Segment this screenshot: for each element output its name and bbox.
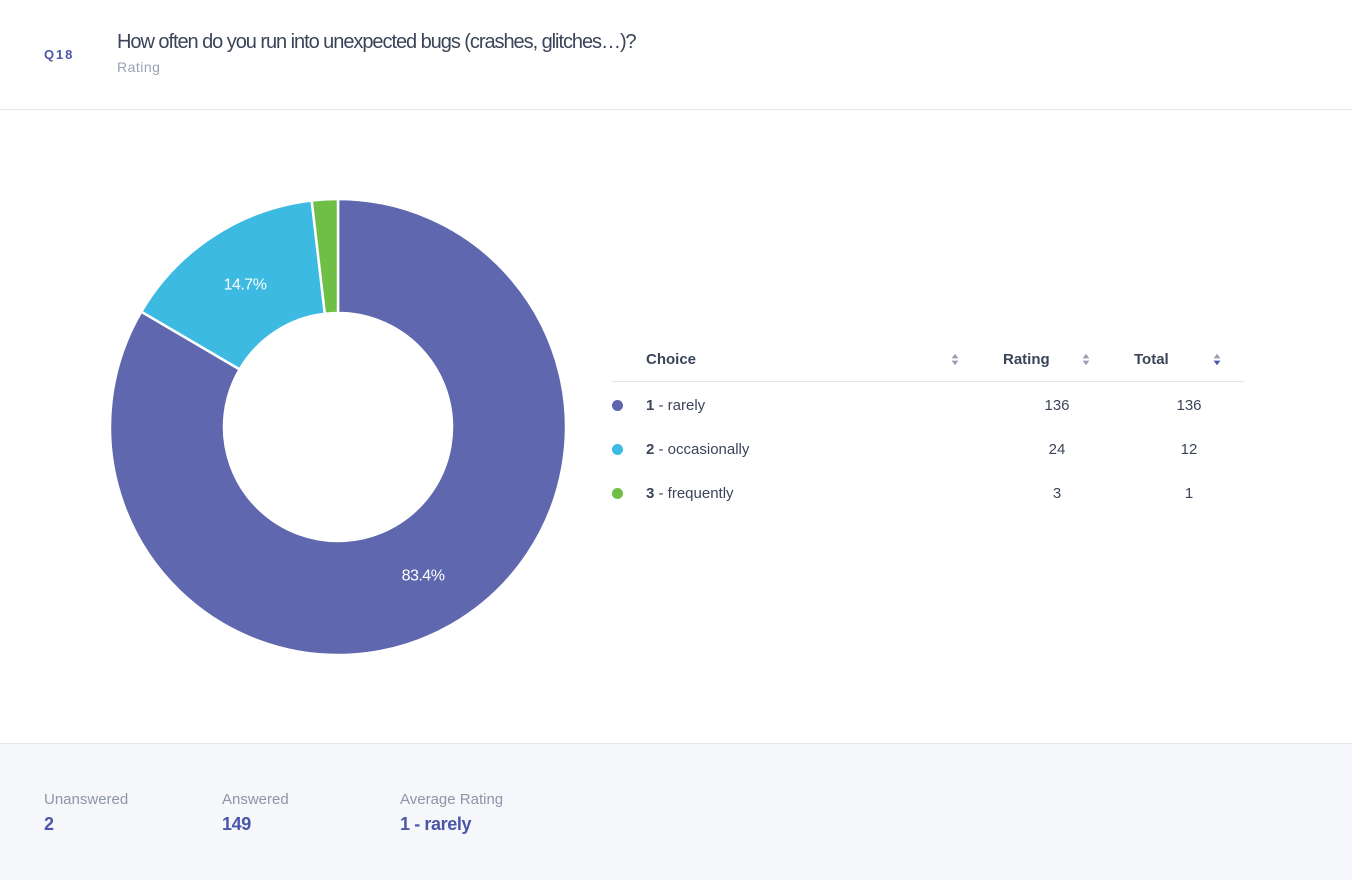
svg-text:83.4%: 83.4%	[402, 568, 445, 585]
svg-text:14.7%: 14.7%	[224, 277, 267, 294]
